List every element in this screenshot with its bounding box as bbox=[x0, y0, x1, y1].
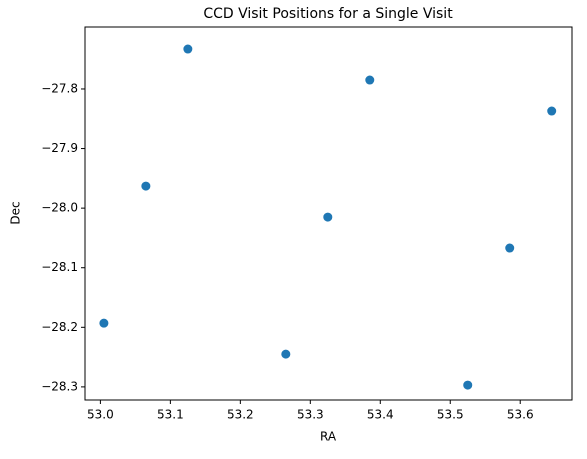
y-tick-label: −27.8 bbox=[41, 81, 78, 95]
y-tick-label: −28.1 bbox=[41, 260, 78, 274]
y-axis-label: Dec bbox=[9, 201, 23, 224]
chart-title: CCD Visit Positions for a Single Visit bbox=[203, 6, 453, 22]
y-tick-label: −27.9 bbox=[41, 141, 78, 155]
x-tick-label: 53.4 bbox=[367, 408, 394, 422]
x-axis-label: RA bbox=[320, 430, 337, 444]
point bbox=[141, 181, 151, 191]
x-tick-label: 53.5 bbox=[437, 408, 464, 422]
point bbox=[99, 318, 109, 328]
point bbox=[463, 380, 473, 390]
x-tick-label: 53.0 bbox=[87, 408, 114, 422]
y-tick-label: −28.3 bbox=[41, 379, 78, 393]
point bbox=[323, 212, 333, 222]
x-tick-label: 53.2 bbox=[227, 408, 254, 422]
point bbox=[183, 44, 193, 54]
plot-frame bbox=[84, 26, 573, 401]
point bbox=[547, 106, 557, 116]
point bbox=[365, 75, 375, 85]
x-tick-label: 53.1 bbox=[157, 408, 184, 422]
x-tick-label: 53.3 bbox=[297, 408, 324, 422]
x-tick-label: 53.6 bbox=[507, 408, 534, 422]
point bbox=[505, 243, 515, 253]
y-tick-label: −28.0 bbox=[41, 201, 78, 215]
point bbox=[281, 349, 291, 359]
y-tick-label: −28.2 bbox=[41, 320, 78, 334]
